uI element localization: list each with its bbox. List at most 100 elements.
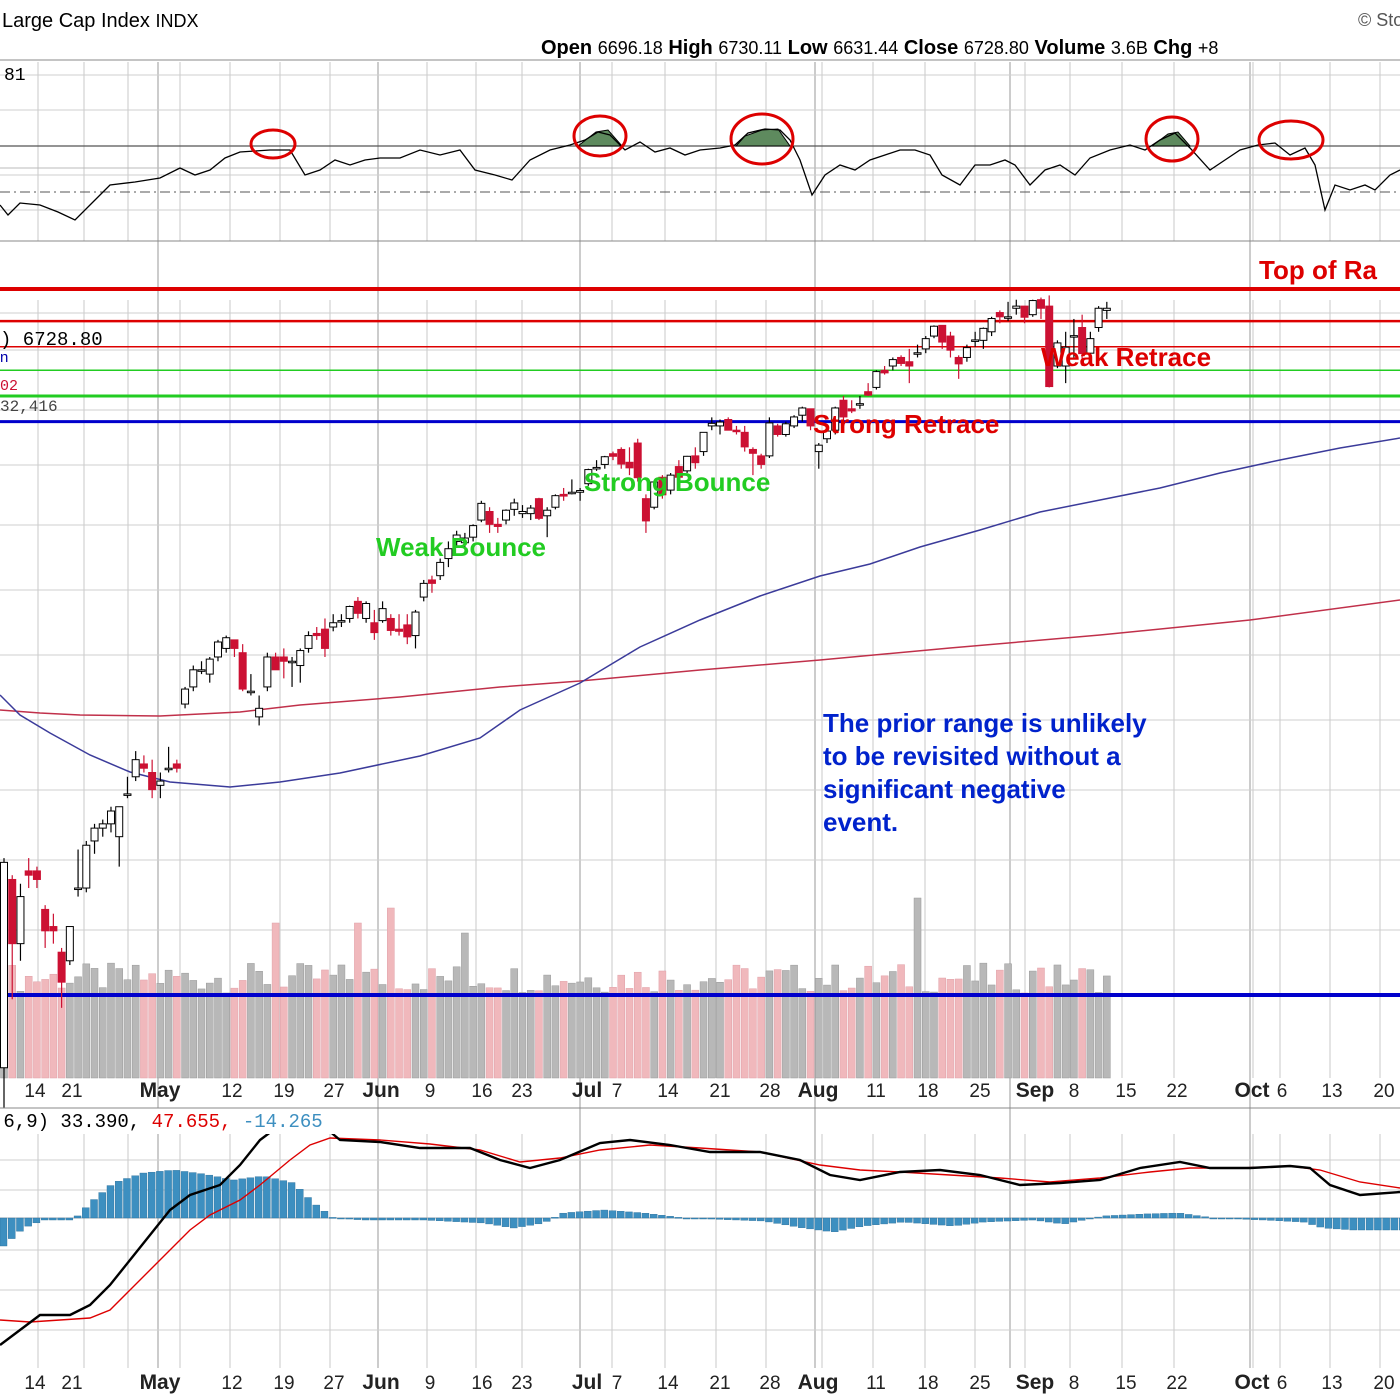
volume-bar [230,987,239,1079]
date-tick-label: 9 [425,1373,436,1394]
macd-hist-bar [584,1210,592,1219]
volume-bars [0,897,1111,1079]
macd-hist-bar [1349,1217,1357,1231]
volume-bar [757,976,765,1079]
volume-bar [954,978,963,1079]
macd-hist-bar [1382,1217,1390,1231]
volume-bar [543,974,551,1079]
candlesticks [0,295,1111,1128]
candle-body [238,652,247,690]
macd-hist-bar [444,1217,452,1222]
volume-bar [428,968,436,1079]
volume-bar [1004,963,1012,1079]
volume-bar [617,974,625,1079]
volume-bar [189,980,198,1079]
candle-body [279,656,288,662]
macd-hist-bar [24,1217,32,1227]
volume-bar [526,990,535,1079]
candle-body [567,491,576,495]
macd-hist-bar [1324,1217,1333,1229]
macd-hist-bar [1143,1213,1152,1219]
candle-body [518,510,527,515]
macd-line [0,1113,1400,1346]
volume-bar [197,988,206,1079]
volume-bar [905,986,914,1079]
volume-bar [181,972,189,1079]
macd-hist-bar [748,1217,757,1221]
macd-hist-bar [1086,1217,1094,1220]
macd-hist-bar [1250,1217,1259,1220]
macd-hist-bar [419,1217,427,1221]
volume-bar [173,976,181,1079]
rsi-value-label: 81 [4,66,26,86]
candle-body [847,408,856,412]
date-tick-label: 11 [866,1081,886,1102]
macd-hist-bar [658,1215,666,1219]
candle-body [460,537,469,544]
macd-hist-bar [1316,1217,1325,1228]
volume-bar [33,981,41,1079]
volume-bar [716,982,724,1079]
volume-bar [304,965,313,1079]
macd-hist-bar [485,1217,493,1225]
macd-hist-bar [863,1217,872,1226]
volume-bar [559,981,568,1079]
candle-body [724,419,733,431]
volume-bar [551,985,560,1079]
macd-hist-bar [1028,1217,1036,1221]
date-tick-label: May [140,1371,181,1394]
macd-hist-bar [1094,1216,1102,1219]
date-tick-label: 25 [969,1373,990,1394]
macd-hist-bar [1242,1217,1250,1220]
candle-body [395,628,404,632]
macd-hist-bar [361,1217,370,1221]
volume-bar [461,932,469,1079]
macd-hist-bar [427,1217,436,1221]
macd-hist-bar [1193,1215,1201,1219]
macd-hist-bar [222,1178,230,1219]
volume-bar [996,969,1004,1079]
macd-hist-bar [1341,1217,1349,1230]
volume-bar [946,979,955,1079]
macd-hist-bar [510,1217,518,1229]
volume-bar [354,922,362,1079]
candle-body [584,469,593,485]
macd-hist-bar [1308,1217,1316,1225]
macd-hist-bar [1110,1215,1119,1219]
macd-hist-bar [0,1217,8,1247]
macd-hist-bar [205,1174,213,1219]
volume-bar [782,970,790,1079]
volume-bar [222,992,230,1079]
candle-body [164,767,173,771]
macd-hist-bar [213,1176,222,1219]
volume-bar [773,969,782,1079]
macd-hist-bar [699,1217,707,1220]
macd-hist-bar [180,1171,189,1219]
candle-body [888,359,897,367]
macd-hist-bar [57,1217,65,1221]
volume-bar [263,984,272,1079]
candle-body [106,810,115,825]
candle-body [353,600,362,614]
macd-hist-bar [600,1209,608,1219]
macd-hist-bar [995,1217,1004,1222]
macd-hist-bar [724,1217,732,1220]
macd-hist-bar [32,1217,41,1224]
date-tick-label: 15 [1115,1081,1136,1102]
candle-body [773,425,782,435]
ma200-line [0,599,1400,717]
candle-body [337,620,346,623]
candle-body [740,431,749,448]
date-tick-label: 22 [1166,1081,1187,1102]
candle-body [1078,327,1087,355]
candle-body [625,461,634,469]
last-price-label: ) 6728.80 [0,329,103,351]
candle-body [938,324,947,343]
volume-bar [502,990,510,1079]
volume-bar [337,964,346,1079]
macd-hist-bar [921,1217,929,1224]
ma50-line [0,437,1400,788]
volume-bar [938,977,946,1079]
candle-body [123,793,132,796]
volume-bar [592,987,601,1079]
